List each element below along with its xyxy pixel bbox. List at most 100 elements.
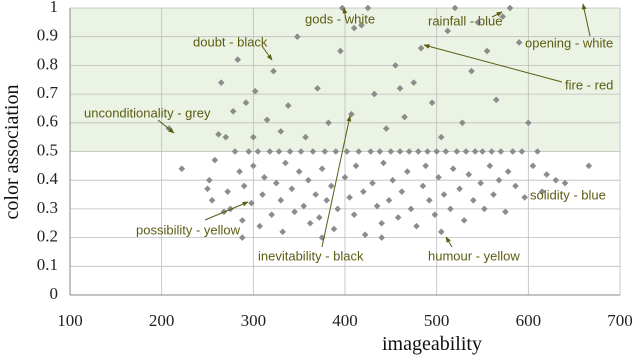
annotation-arrow xyxy=(261,45,273,61)
point xyxy=(415,148,422,155)
point xyxy=(474,19,482,26)
annotation: possibility - yellow xyxy=(136,222,241,237)
point xyxy=(378,234,385,241)
annotation-arrow xyxy=(157,119,175,134)
x-tick-label: 600 xyxy=(516,311,542,330)
point xyxy=(204,185,211,193)
point xyxy=(499,13,506,20)
point xyxy=(401,113,408,121)
point xyxy=(394,214,402,221)
point xyxy=(250,133,257,141)
point xyxy=(240,182,248,190)
x-tick-label: 200 xyxy=(149,311,175,330)
y-tick-label: 0.7 xyxy=(37,83,59,102)
point xyxy=(440,191,448,198)
point xyxy=(449,165,457,173)
point xyxy=(405,148,413,155)
point xyxy=(222,133,230,141)
point xyxy=(300,202,308,210)
point xyxy=(231,148,239,155)
point xyxy=(492,96,500,104)
point xyxy=(465,171,473,178)
point xyxy=(447,205,454,213)
point xyxy=(305,176,312,184)
point xyxy=(497,148,505,155)
point xyxy=(358,21,365,29)
x-tick-label: 100 xyxy=(57,311,83,330)
point xyxy=(178,165,186,173)
annotation: fire - red xyxy=(565,77,613,92)
point xyxy=(504,168,512,175)
point xyxy=(552,176,560,184)
point xyxy=(291,208,298,216)
point xyxy=(282,159,289,167)
annotation-arrow xyxy=(321,115,352,248)
point xyxy=(585,162,593,170)
point xyxy=(419,182,427,190)
point xyxy=(515,39,523,46)
point xyxy=(468,67,475,75)
point xyxy=(350,24,358,32)
point xyxy=(215,130,222,138)
annotation: solidity - blue xyxy=(530,187,606,202)
point xyxy=(236,168,243,175)
point xyxy=(272,179,280,187)
annotation-arrow xyxy=(581,3,591,37)
point xyxy=(509,148,517,155)
point xyxy=(460,217,468,224)
point xyxy=(263,116,271,124)
point xyxy=(410,79,418,86)
point xyxy=(217,79,225,86)
annotation: doubt - black xyxy=(193,34,268,49)
point xyxy=(502,208,509,216)
point xyxy=(437,133,445,141)
point xyxy=(470,196,477,204)
point xyxy=(442,148,450,155)
annotation-arrow xyxy=(423,44,563,83)
point xyxy=(327,182,335,190)
point xyxy=(234,56,242,63)
point xyxy=(481,205,488,213)
point xyxy=(387,148,395,155)
point xyxy=(266,148,274,155)
annotation: opening - white xyxy=(525,35,613,50)
point xyxy=(270,67,277,75)
point xyxy=(495,176,503,184)
point xyxy=(316,214,323,221)
point xyxy=(295,168,303,175)
point xyxy=(248,199,255,207)
point xyxy=(404,168,411,175)
annotation: unconditionality - grey xyxy=(84,105,211,120)
point xyxy=(355,148,363,155)
point xyxy=(297,148,305,155)
x-axis-title: imageability xyxy=(382,333,482,355)
point xyxy=(413,222,420,230)
x-tick-label: 400 xyxy=(332,311,358,330)
point xyxy=(239,234,246,241)
point xyxy=(422,162,429,170)
annotation: rainfall - blue xyxy=(428,13,502,28)
point xyxy=(286,148,294,155)
point xyxy=(251,87,259,95)
point xyxy=(279,228,286,236)
point xyxy=(382,125,390,132)
point xyxy=(437,228,445,236)
point xyxy=(483,47,491,55)
point xyxy=(376,148,384,155)
point xyxy=(323,196,330,204)
annotation-arrow xyxy=(445,236,453,248)
point xyxy=(306,219,314,227)
point xyxy=(302,133,309,141)
y-tick-label: 0.2 xyxy=(37,227,58,246)
point xyxy=(426,196,433,204)
point xyxy=(428,99,436,107)
y-tick-label: 0.4 xyxy=(37,169,59,188)
point xyxy=(561,179,569,187)
point xyxy=(314,85,321,92)
point xyxy=(398,188,406,195)
point xyxy=(239,217,246,224)
point xyxy=(543,171,550,178)
y-tick-label: 0 xyxy=(50,284,59,303)
point xyxy=(294,33,301,40)
